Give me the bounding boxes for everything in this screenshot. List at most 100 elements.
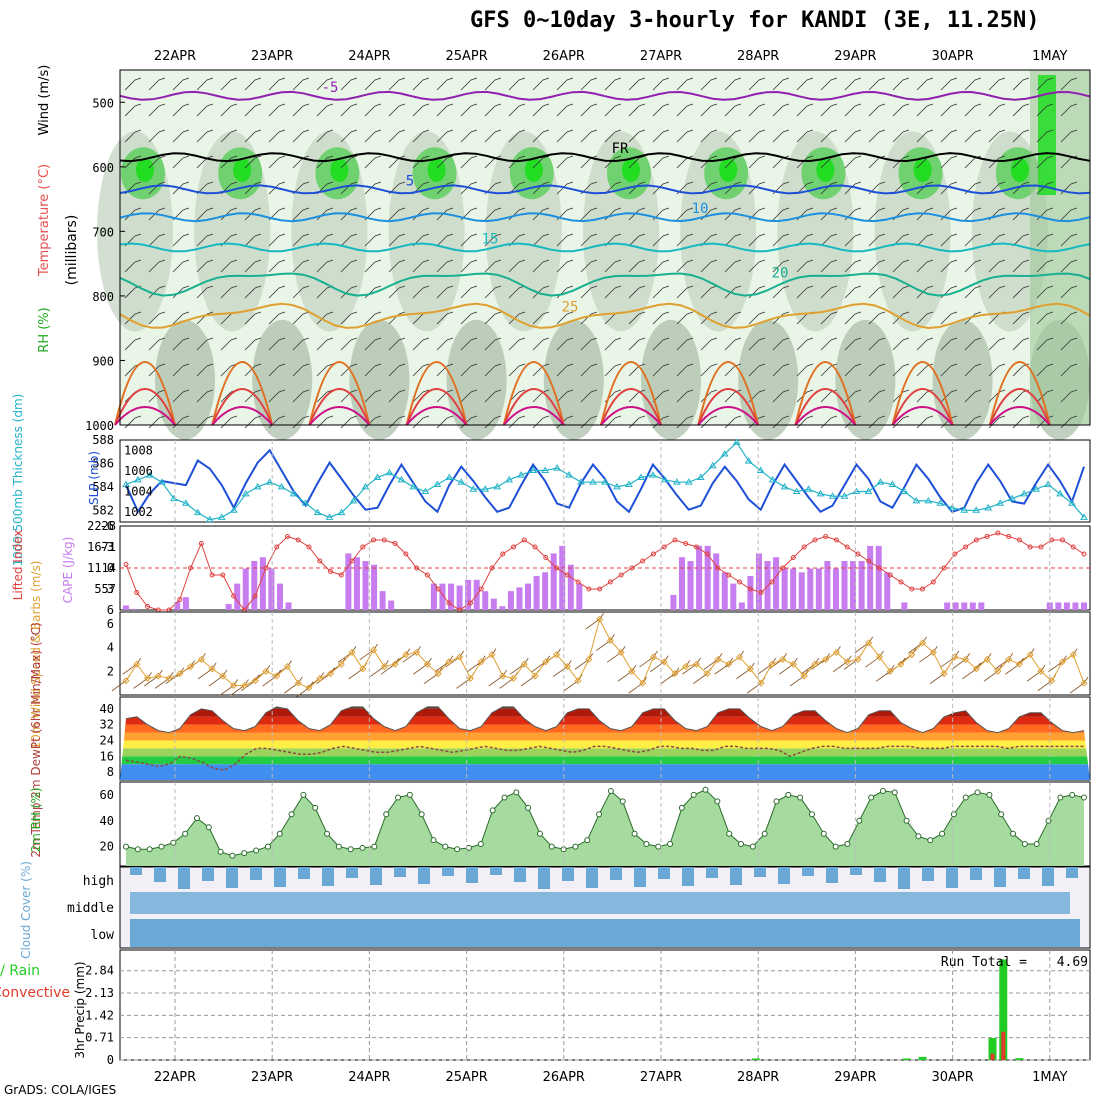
upper-wind-barb (652, 233, 670, 247)
wind-speed-marker (768, 660, 776, 668)
warm-isotherm-arch (211, 406, 273, 426)
thickness-marker (864, 487, 873, 495)
wind-barb (919, 646, 938, 663)
upper-wind-barb (844, 77, 862, 91)
cape-bar (781, 568, 788, 610)
rh-max-area (1010, 158, 1029, 183)
upper-wind-barb (1036, 155, 1054, 169)
upper-wind-barb (1060, 77, 1078, 91)
rh-low-level-shade (835, 319, 896, 440)
upper-wind-barb (124, 103, 142, 117)
date-label-top: 30APR (931, 49, 973, 64)
upper-wind-barb (268, 363, 286, 377)
upper-wind-barb (892, 259, 910, 273)
cape-bar (687, 560, 694, 610)
cloud-high-bar (946, 867, 958, 888)
wind-barb (230, 679, 249, 696)
upper-wind-barb (772, 415, 790, 429)
upper-wind-barb (652, 181, 670, 195)
wind-speed-marker (230, 681, 238, 690)
cape-ylabel: CAPE (J/kg) (61, 537, 75, 604)
upper-wind-barb (244, 77, 262, 91)
upper-wind-barb (580, 103, 598, 117)
cloud-high-bar (706, 867, 718, 878)
rh-marker (702, 786, 709, 793)
upper-wind-barb (1036, 285, 1054, 299)
thickness-marker (924, 496, 933, 504)
cape-bar (944, 602, 951, 610)
upper-wind-barb (652, 337, 670, 351)
rh-marker (974, 789, 981, 796)
upper-wind-barb (532, 155, 550, 169)
wind-barb (832, 655, 852, 673)
rh-area (126, 789, 1084, 866)
upper-wind-barb (820, 337, 838, 351)
cloud-high-bar (994, 867, 1006, 887)
cape-bar (430, 583, 437, 610)
lifted-index-marker (693, 544, 699, 550)
thickness-tick: 588 (92, 433, 114, 447)
upper-wind-barb (508, 155, 526, 169)
upper-wind-barb (748, 233, 766, 247)
upper-wind-barb (1036, 181, 1054, 195)
thickness-marker (337, 508, 346, 516)
wind-speed-marker (789, 660, 797, 668)
wind-barb (649, 655, 669, 673)
wind-speed-marker (983, 655, 991, 663)
rh-marker (513, 789, 520, 796)
upper-wind-barb (1012, 337, 1030, 351)
wind-speed-marker (208, 665, 216, 673)
upper-wind-barb (1012, 207, 1030, 221)
cape-bar (576, 583, 583, 610)
upper-wind-barb (460, 337, 478, 351)
rh-marker (312, 804, 319, 811)
upper-wind-barb (892, 337, 910, 351)
upper-wind-barb (796, 389, 814, 403)
cloud-high-bar (274, 867, 286, 887)
upper-wind-barb (916, 337, 934, 351)
warm-isotherm-arch (502, 361, 565, 426)
upper-wind-barb (700, 415, 718, 429)
rh-low-level-shade (155, 319, 215, 440)
lifted-index-marker (188, 565, 194, 571)
thickness-marker (637, 473, 645, 480)
date-label-bottom: 26APR (543, 1070, 585, 1085)
rh-marker (619, 798, 626, 805)
wind-barb (639, 650, 658, 668)
upper-wind-barb (364, 77, 382, 91)
upper-wind-barb (532, 233, 550, 247)
upper-wind-barb (964, 363, 982, 377)
wind-speed-marker (326, 670, 335, 678)
upper-wind-barb (868, 337, 886, 351)
upper-wind-barb (196, 363, 214, 377)
wind-speed-marker (897, 660, 905, 668)
upper-wind-barb (580, 389, 598, 403)
cape-bar (978, 602, 985, 610)
upper-wind-barb (892, 129, 910, 143)
upper-wind-barb (556, 129, 574, 143)
upper-wind-barb (916, 415, 934, 429)
slp-tick: 1002 (124, 505, 153, 519)
upper-wind-barb (556, 337, 574, 351)
upper-wind-barb (172, 129, 190, 143)
wind-speed-marker (746, 665, 754, 673)
upper-wind-barb (364, 337, 382, 351)
upper-wind-barb (508, 363, 526, 377)
wind-speed-marker (176, 670, 184, 678)
upper-wind-barb (556, 77, 574, 91)
cloud-high-bar (850, 867, 862, 875)
upper-wind-barb (436, 415, 454, 429)
wind-speed-marker (413, 648, 421, 656)
rh-marker (418, 811, 425, 818)
upper-wind-barb (628, 285, 646, 299)
wind-speed-marker (348, 648, 356, 656)
upper-wind-barb (988, 103, 1006, 117)
thickness-marker (768, 475, 777, 483)
rh-marker (749, 843, 756, 850)
wind-barb (606, 646, 626, 663)
cloud-high-bar (922, 867, 934, 881)
cloud-high-bar (970, 867, 982, 880)
upper-wind-barb (772, 285, 790, 299)
upper-wind-barb (988, 129, 1006, 143)
upper-wind-barb (676, 77, 694, 91)
